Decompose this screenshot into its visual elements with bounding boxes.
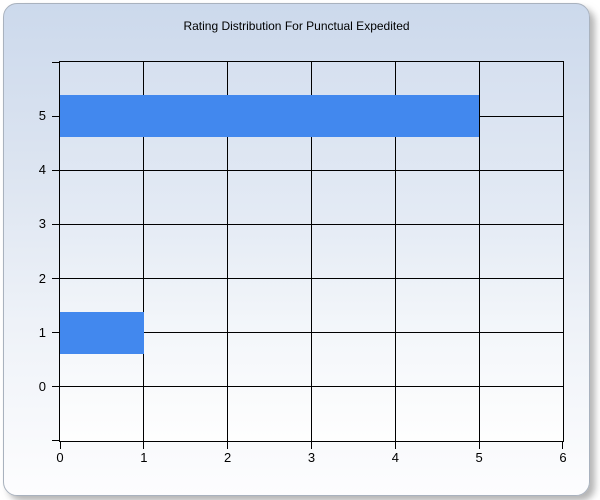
y-tick-label: 5 bbox=[38, 108, 46, 124]
x-tick-label: 4 bbox=[391, 450, 399, 465]
x-axis-tick bbox=[478, 442, 480, 449]
y-tick-label: 0 bbox=[38, 378, 46, 394]
x-axis-tick bbox=[562, 442, 563, 449]
x-gridline bbox=[311, 62, 312, 441]
x-tick-label: 0 bbox=[56, 450, 64, 465]
x-gridline bbox=[478, 62, 480, 441]
y-axis-tick bbox=[52, 278, 60, 280]
y-tick-label: 2 bbox=[38, 270, 46, 286]
x-axis-tick bbox=[311, 442, 312, 449]
y-axis-tick bbox=[52, 169, 60, 171]
y-axis-tick bbox=[52, 386, 60, 388]
chart-panel: Rating Distribution For Punctual Expedit… bbox=[3, 3, 590, 496]
y-tick-label: 1 bbox=[38, 324, 46, 340]
y-axis-tick bbox=[52, 115, 60, 117]
y-axis-tick bbox=[52, 332, 60, 334]
x-tick-label: 6 bbox=[559, 450, 567, 465]
x-axis-tick bbox=[143, 442, 145, 449]
x-axis-tick bbox=[394, 442, 396, 449]
y-axis-tick bbox=[52, 223, 60, 225]
x-axis-tick bbox=[227, 442, 229, 449]
x-tick-label: 1 bbox=[140, 450, 148, 465]
plot-area: 0 1 2 3 4 5 0 1 2 3 4 5 6 bbox=[39, 61, 567, 465]
y-axis-tick bbox=[52, 440, 60, 441]
x-tick-label: 5 bbox=[475, 450, 483, 465]
x-tick-label: 3 bbox=[307, 450, 316, 465]
x-gridline bbox=[143, 62, 145, 441]
y-tick-label: 4 bbox=[38, 162, 46, 178]
x-gridline bbox=[394, 62, 396, 441]
y-axis-tick bbox=[52, 62, 60, 63]
chart-title: Rating Distribution For Punctual Expedit… bbox=[183, 19, 410, 33]
x-tick-label: 2 bbox=[224, 450, 232, 465]
x-axis-tick bbox=[60, 442, 61, 449]
bar-rating-1 bbox=[60, 311, 144, 354]
y-tick-label: 3 bbox=[38, 216, 46, 232]
bar-rating-5 bbox=[60, 95, 480, 138]
x-gridline bbox=[227, 62, 229, 441]
